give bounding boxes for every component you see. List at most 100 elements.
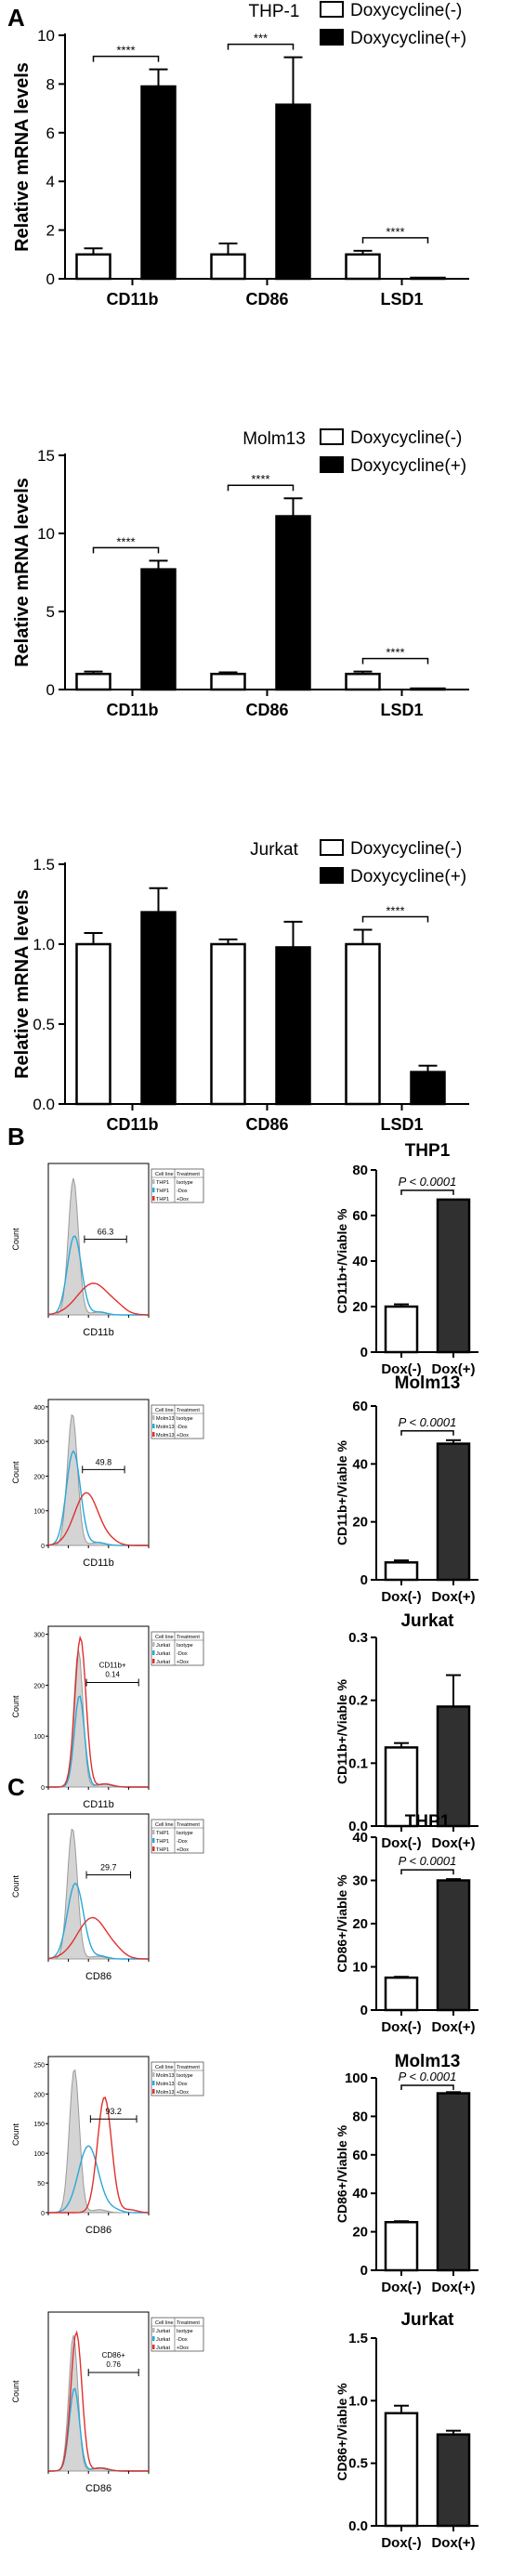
legend-treatment: Isotype xyxy=(177,2329,193,2334)
legend-header: Cell line xyxy=(155,1408,174,1413)
legend-header: Cell line xyxy=(155,2065,174,2070)
chart-title: Jurkat xyxy=(250,840,298,860)
bar xyxy=(275,103,311,281)
y-tick-label: 2 xyxy=(46,222,55,240)
y-tick-label: 40 xyxy=(352,1830,368,1846)
legend-color-key xyxy=(152,1642,155,1647)
chart-title: Jurkat xyxy=(400,2310,454,2330)
legend-header: Treatment xyxy=(177,2065,200,2070)
y-axis-label: Count xyxy=(11,1461,20,1484)
x-tick-label: Dox(-) xyxy=(381,1589,421,1605)
panel-letter-b: B xyxy=(7,1123,25,1150)
legend-header: Cell line xyxy=(155,1822,174,1828)
y-tick-label: 30 xyxy=(352,1873,368,1889)
x-tick-label: Dox(+) xyxy=(431,2019,475,2035)
legend-treatment: +Dox xyxy=(177,1660,189,1665)
y-tick-label: 40 xyxy=(352,1254,368,1269)
y-axis-label: CD11b+/Viable % xyxy=(334,1208,349,1314)
legend-treatment: Isotype xyxy=(177,1831,193,1836)
y-tick-label: 0.0 xyxy=(33,1096,55,1113)
y-tick-label: 20 xyxy=(352,1515,368,1531)
legend-color-key xyxy=(152,1830,155,1834)
p-value-label: P < 0.0001 xyxy=(399,1175,457,1189)
y-tick-label: 1.0 xyxy=(348,2393,368,2409)
bar xyxy=(210,942,246,1106)
y-tick-label: 0.2 xyxy=(348,1693,368,1709)
legend-cell-line: Jurkat xyxy=(156,2329,170,2334)
y-tick-label: 400 xyxy=(33,1405,45,1412)
histogram-minus-dox xyxy=(47,1235,149,1316)
legend-color-key xyxy=(152,2345,155,2349)
x-tick-label: Dox(-) xyxy=(381,2280,421,2295)
legend-color-key xyxy=(152,1650,155,1655)
x-tick-label: CD86 xyxy=(245,701,288,719)
bar xyxy=(75,942,111,1106)
y-tick-label: 250 xyxy=(33,2062,45,2069)
y-axis-label: Relative mRNA levels xyxy=(12,62,33,252)
bar xyxy=(75,253,111,281)
legend-header: Cell line xyxy=(155,1172,174,1177)
legend-swatch xyxy=(320,839,344,856)
legend-treatment: +Dox xyxy=(177,2090,189,2096)
legend-swatch xyxy=(320,428,344,445)
y-tick-label: 10 xyxy=(37,525,55,543)
legend-cell-line: Molm13 xyxy=(156,1433,175,1439)
legend-cell-line: Jurkat xyxy=(156,2337,170,2343)
legend-swatch xyxy=(320,867,344,884)
y-axis-label: Count xyxy=(11,1875,20,1899)
legend-color-key xyxy=(152,1424,155,1428)
legend-treatment: Isotype xyxy=(177,1180,193,1186)
legend-header: Cell line xyxy=(155,2320,174,2326)
legend-cell-line: Molm13 xyxy=(156,2073,175,2079)
bar-chart-4: 0 20 40 60 CD11b+/Viable % Molm13 Dox(-) Dox(+)… xyxy=(334,1373,478,1605)
bar xyxy=(140,911,177,1106)
y-axis-label: Count xyxy=(11,2123,20,2147)
y-axis-label: CD11b+/Viable % xyxy=(334,1678,349,1784)
y-axis-label: CD86+/Viable % xyxy=(334,2124,349,2223)
x-tick-label: LSD1 xyxy=(380,1115,423,1134)
flow-histogram-3: 29.7 Count CD86 Cell line Treatment THP1 Isoty… xyxy=(11,1813,204,1982)
histogram-plus-dox xyxy=(47,1282,149,1316)
gate-label: 66.3 xyxy=(98,1228,114,1237)
y-tick-label: 150 xyxy=(33,2122,45,2128)
x-tick-label: Dox(-) xyxy=(381,2019,421,2035)
flow-histogram-5: CD86+0.76 Count CD86 Cell line Treatment Jurk… xyxy=(11,2311,204,2494)
bar-chart-5: 0.0 0.1 0.2 0.3 CD11b+/Viable % Jurkat Dox(-) D… xyxy=(334,1611,478,1851)
legend-cell-line: THP1 xyxy=(156,1189,169,1194)
y-tick-label: 40 xyxy=(352,2186,368,2201)
legend-treatment: -Dox xyxy=(177,1425,188,1430)
legend-color-key xyxy=(152,1415,155,1420)
bar xyxy=(275,515,311,691)
y-tick-label: 60 xyxy=(352,1399,368,1414)
legend-color-key xyxy=(152,2328,155,2333)
y-tick-label: 0.1 xyxy=(348,1755,368,1771)
legend-color-key xyxy=(152,1188,155,1192)
histogram-minus-dox xyxy=(48,1695,149,1788)
significance-bracket xyxy=(400,1430,454,1436)
flow-histogram-1: 49.8 0 100 200 300 400 Count CD11b Cell line Trea… xyxy=(11,1399,204,1569)
histogram-isotype xyxy=(48,2069,149,2214)
y-tick-label: 40 xyxy=(352,1456,368,1472)
bar xyxy=(210,253,246,281)
y-tick-label: 0 xyxy=(41,2211,45,2217)
significance-stars: **** xyxy=(116,44,135,58)
significance-bracket xyxy=(227,484,295,492)
bar xyxy=(436,1879,471,2012)
x-tick-label: CD11b xyxy=(106,701,158,719)
y-tick-label: 100 xyxy=(33,2151,45,2158)
legend-treatment: +Dox xyxy=(177,2346,189,2351)
legend-treatment: Isotype xyxy=(177,2073,193,2079)
flow-histogram-2: CD11b+0.14 0 100 200 300 Count CD11b Cell line T… xyxy=(11,1625,204,1810)
significance-bracket xyxy=(400,1189,454,1195)
legend-header: Treatment xyxy=(177,1408,200,1413)
panel-letter-c: C xyxy=(7,1773,25,1801)
y-tick-label: 200 xyxy=(33,1683,45,1689)
y-tick-label: 300 xyxy=(33,1439,45,1446)
legend-table xyxy=(151,1631,204,1666)
bar xyxy=(436,1705,471,1828)
legend-treatment: -Dox xyxy=(177,1839,188,1845)
y-tick-label: 10 xyxy=(352,1960,368,1976)
bar xyxy=(345,672,381,691)
